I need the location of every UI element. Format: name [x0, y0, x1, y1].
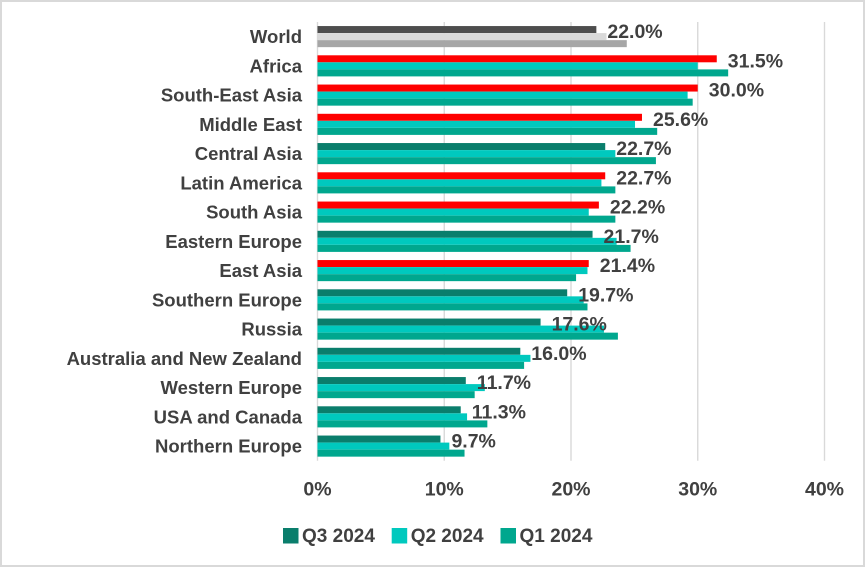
- svg-text:Q1 2024: Q1 2024: [520, 526, 593, 547]
- svg-text:Southern Europe: Southern Europe: [152, 289, 302, 310]
- svg-text:16.0%: 16.0%: [531, 343, 586, 365]
- svg-text:30%: 30%: [678, 479, 717, 501]
- svg-text:Northern Europe: Northern Europe: [155, 436, 302, 457]
- svg-text:World: World: [250, 26, 302, 47]
- svg-text:22.0%: 22.0%: [607, 21, 662, 43]
- svg-text:11.3%: 11.3%: [472, 401, 526, 423]
- svg-text:Central Asia: Central Asia: [195, 143, 303, 164]
- svg-text:25.6%: 25.6%: [653, 109, 708, 131]
- svg-text:22.2%: 22.2%: [610, 197, 665, 219]
- svg-text:USA and Canada: USA and Canada: [154, 406, 303, 427]
- svg-text:10%: 10%: [425, 479, 464, 501]
- svg-text:Eastern Europe: Eastern Europe: [165, 231, 302, 252]
- svg-text:9.7%: 9.7%: [451, 431, 495, 453]
- svg-text:Q3 2024: Q3 2024: [302, 526, 375, 547]
- svg-text:Australia and New Zealand: Australia and New Zealand: [67, 348, 302, 369]
- svg-text:11.7%: 11.7%: [477, 372, 531, 394]
- svg-text:19.7%: 19.7%: [578, 284, 633, 306]
- svg-text:Q2 2024: Q2 2024: [411, 526, 484, 547]
- svg-text:Middle East: Middle East: [199, 114, 302, 135]
- svg-text:Latin America: Latin America: [180, 172, 302, 193]
- svg-text:22.7%: 22.7%: [616, 167, 671, 189]
- svg-text:21.4%: 21.4%: [600, 255, 655, 277]
- svg-text:40%: 40%: [805, 479, 844, 501]
- svg-text:17.6%: 17.6%: [552, 314, 607, 336]
- svg-text:Russia: Russia: [241, 319, 302, 340]
- svg-text:Western Europe: Western Europe: [160, 377, 302, 398]
- svg-text:31.5%: 31.5%: [728, 50, 783, 72]
- svg-text:0%: 0%: [303, 479, 331, 501]
- svg-text:22.7%: 22.7%: [616, 138, 671, 160]
- svg-text:30.0%: 30.0%: [709, 80, 764, 102]
- svg-text:South Asia: South Asia: [206, 202, 303, 223]
- svg-text:East Asia: East Asia: [219, 260, 302, 281]
- svg-text:20%: 20%: [551, 479, 590, 501]
- svg-text:Africa: Africa: [250, 55, 303, 76]
- svg-text:21.7%: 21.7%: [604, 226, 659, 248]
- svg-text:South-East Asia: South-East Asia: [161, 85, 303, 106]
